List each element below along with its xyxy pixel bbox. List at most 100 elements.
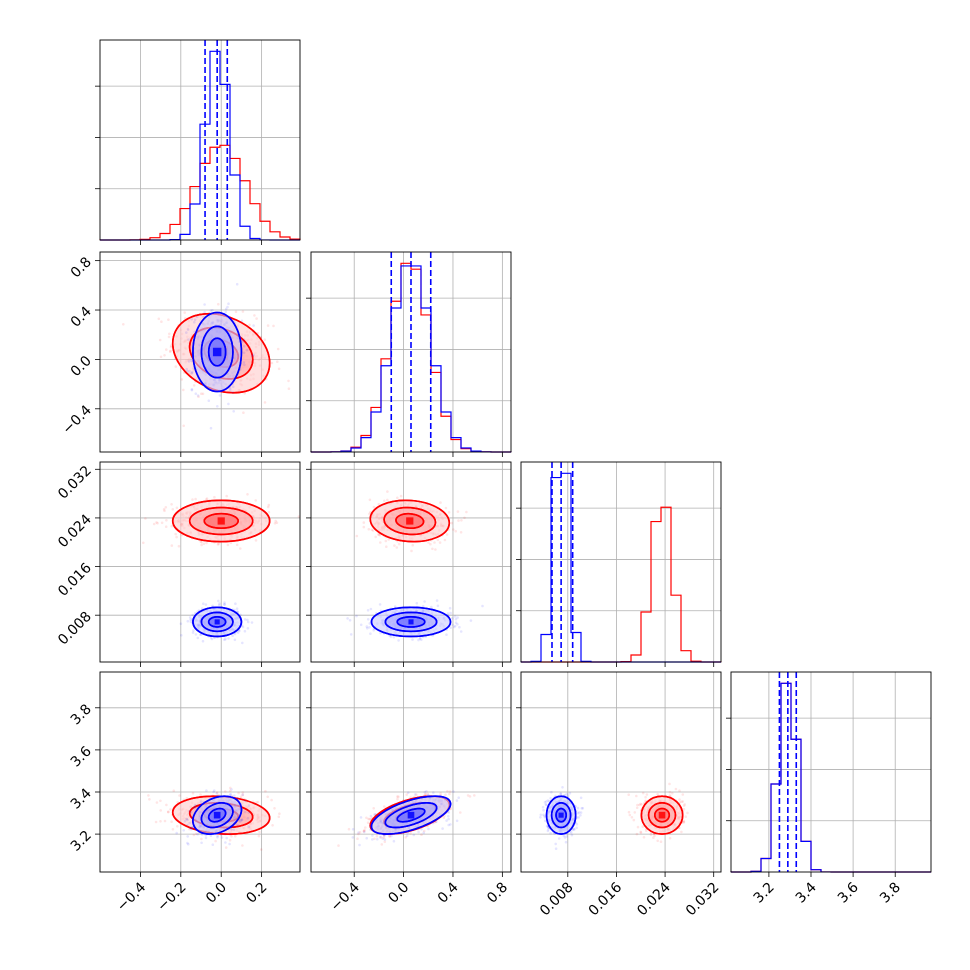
- sample-point: [388, 834, 391, 837]
- sample-point: [362, 829, 366, 833]
- sample-point: [362, 521, 366, 524]
- sample-point: [369, 607, 373, 611]
- sample-point: [442, 816, 446, 820]
- sample-point: [188, 369, 191, 373]
- sample-point: [418, 637, 422, 640]
- sample-point: [228, 793, 232, 797]
- sample-point: [366, 821, 370, 824]
- density-peak-series-1: [407, 811, 415, 819]
- sample-point: [388, 835, 392, 838]
- sample-point: [231, 390, 234, 394]
- sample-point: [200, 837, 203, 841]
- sample-point: [122, 323, 125, 326]
- y-tick-label: −0.4: [59, 402, 94, 437]
- y-tick-label: 0.0: [68, 353, 95, 380]
- sample-point: [205, 789, 208, 792]
- sample-point: [431, 547, 434, 551]
- sample-point: [247, 811, 250, 814]
- density-peak-series-1: [213, 811, 221, 819]
- sample-point: [236, 824, 240, 827]
- x-tick-label: 0.4: [435, 879, 462, 906]
- x-tick-label: −0.2: [154, 880, 189, 915]
- sample-point: [436, 604, 440, 608]
- sample-point: [255, 317, 258, 320]
- sample-point: [359, 623, 363, 627]
- sample-point: [201, 392, 205, 396]
- sample-point: [346, 617, 349, 620]
- sample-point: [373, 837, 376, 841]
- sample-point: [241, 791, 245, 794]
- sample-point: [429, 542, 432, 546]
- sample-point: [185, 331, 188, 334]
- sample-point: [263, 338, 267, 342]
- sample-point: [368, 626, 371, 629]
- x-tick-label: −0.4: [114, 879, 149, 914]
- sample-point: [456, 623, 459, 626]
- sample-point: [445, 533, 449, 536]
- sample-point: [194, 804, 197, 807]
- sample-point: [397, 639, 400, 642]
- sample-point: [447, 814, 450, 818]
- sample-point: [246, 618, 249, 622]
- sample-point: [453, 624, 457, 628]
- x-tick-label: 3.2: [751, 880, 778, 907]
- sample-point: [196, 636, 200, 640]
- sample-point: [170, 524, 173, 528]
- sample-point: [216, 836, 219, 839]
- sample-point: [224, 832, 227, 836]
- sample-point: [191, 498, 194, 501]
- sample-point: [242, 351, 246, 355]
- sample-point: [252, 353, 255, 357]
- sample-point: [433, 541, 436, 544]
- sample-point: [187, 338, 190, 341]
- sample-point: [397, 795, 400, 798]
- sample-point: [186, 823, 189, 827]
- sample-point: [384, 539, 388, 543]
- sample-point: [263, 401, 267, 404]
- sample-point: [270, 361, 274, 365]
- sample-point: [382, 836, 386, 839]
- sample-point: [234, 602, 237, 605]
- sample-point: [224, 637, 227, 641]
- panel-content: [539, 782, 689, 850]
- sample-point: [246, 627, 250, 630]
- sample-point: [271, 824, 274, 827]
- sample-point: [644, 795, 647, 799]
- sample-point: [175, 535, 178, 539]
- sample-point: [392, 635, 396, 639]
- sample-point: [164, 506, 168, 509]
- sample-point: [423, 793, 427, 796]
- sample-point: [209, 309, 213, 313]
- sample-point: [197, 395, 200, 399]
- sample-point: [186, 835, 189, 838]
- sample-point: [196, 394, 200, 397]
- sample-point: [229, 388, 232, 392]
- sample-point: [157, 317, 161, 321]
- sample-point: [242, 345, 246, 348]
- sample-point: [412, 833, 416, 837]
- sample-point: [209, 834, 213, 837]
- sample-point: [167, 318, 170, 322]
- sample-point: [233, 632, 237, 636]
- sample-point: [366, 609, 370, 612]
- sample-point: [242, 361, 246, 364]
- sample-point: [235, 607, 239, 610]
- sample-point: [165, 803, 168, 807]
- sample-point: [224, 841, 227, 844]
- sample-point: [195, 832, 198, 836]
- histogram-step-series-1: [100, 50, 300, 241]
- sample-point: [267, 510, 271, 514]
- sample-point: [160, 521, 164, 525]
- sample-point: [175, 506, 179, 510]
- sample-point: [164, 525, 168, 528]
- sample-point: [228, 386, 232, 390]
- sample-point: [182, 829, 185, 832]
- sample-point: [166, 810, 170, 814]
- sample-point: [168, 332, 171, 336]
- sample-point: [232, 385, 235, 389]
- panel-frame: [310, 461, 512, 663]
- sample-point: [379, 541, 382, 544]
- sample-point: [194, 633, 198, 636]
- sample-point: [266, 324, 270, 327]
- sample-point: [228, 832, 231, 835]
